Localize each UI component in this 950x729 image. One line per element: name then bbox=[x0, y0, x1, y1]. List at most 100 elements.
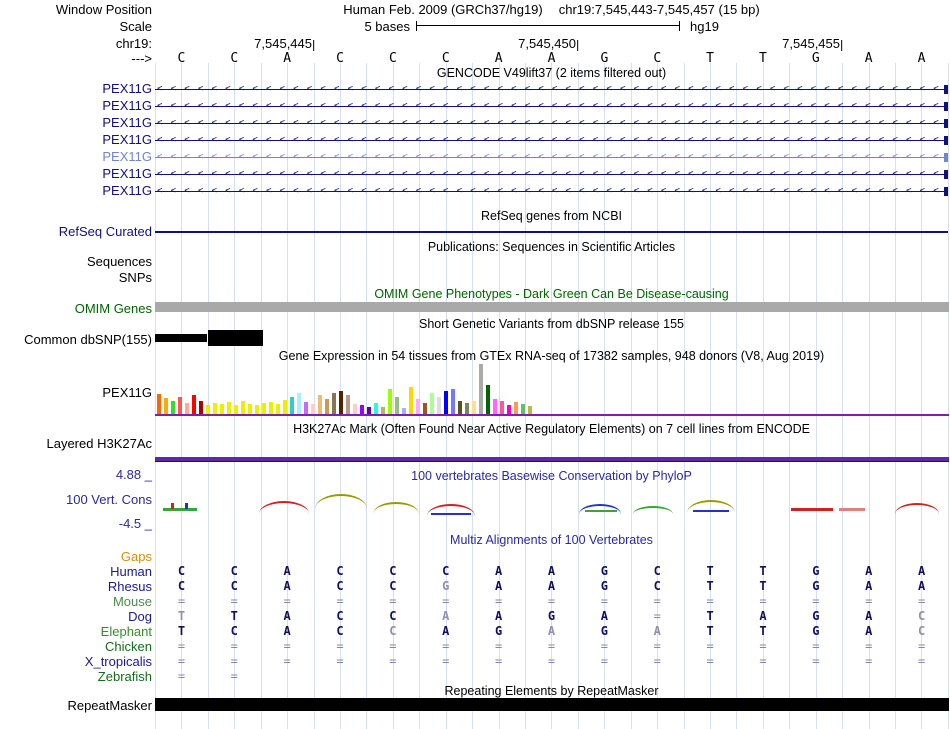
aligned-base[interactable]: C bbox=[177, 564, 186, 578]
gtex-tissue-bar[interactable] bbox=[479, 364, 483, 414]
dbsnp-track-title[interactable]: Short Genetic Variants from dbSNP releas… bbox=[419, 317, 684, 331]
aligned-base[interactable]: C bbox=[917, 609, 926, 623]
gtex-tissue-bar[interactable] bbox=[213, 403, 217, 414]
refseq-curated-label[interactable]: RefSeq Curated bbox=[58, 224, 152, 239]
gencode-transcript-line[interactable]: <<<<<<<<<<<<<<<<<<<<<<<<<<<<<<<<<<<<<<<<… bbox=[155, 81, 948, 97]
aligned-base[interactable]: T bbox=[177, 624, 186, 638]
aligned-base[interactable] bbox=[737, 549, 790, 564]
aligned-base[interactable]: = bbox=[759, 594, 767, 608]
gencode-transcript-label[interactable]: PEX11G bbox=[102, 115, 152, 130]
aligned-base[interactable] bbox=[261, 549, 314, 564]
gencode-transcript-line[interactable]: <<<<<<<<<<<<<<<<<<<<<<<<<<<<<<<<<<<<<<<<… bbox=[155, 166, 948, 182]
common-dbsnp-label[interactable]: Common dbSNP(155) bbox=[24, 332, 152, 347]
gencode-transcript-row[interactable]: PEX11G <<<<<<<<<<<<<<<<<<<<<<<<<<<<<<<<<<… bbox=[0, 81, 950, 97]
gtex-tissue-bar[interactable] bbox=[325, 399, 329, 414]
gtex-tissue-bar[interactable] bbox=[388, 389, 392, 414]
aligned-base[interactable]: A bbox=[600, 609, 608, 623]
alignment-species-row[interactable]: Elephant T C A C C A G A G A T T G A C bbox=[0, 624, 950, 639]
gtex-tissue-bar[interactable] bbox=[465, 403, 469, 414]
aligned-base[interactable]: A bbox=[865, 609, 873, 623]
gtex-tissue-bar[interactable] bbox=[395, 397, 399, 414]
aligned-base[interactable] bbox=[737, 669, 790, 684]
gtex-tissue-bar[interactable] bbox=[472, 401, 476, 414]
aligned-base[interactable]: = bbox=[283, 594, 291, 608]
gtex-tissue-bar[interactable] bbox=[507, 405, 511, 414]
aligned-base[interactable]: T bbox=[706, 624, 714, 638]
aligned-base[interactable]: A bbox=[917, 564, 926, 578]
species-label[interactable]: Gaps bbox=[120, 549, 152, 564]
species-label[interactable]: Zebrafish bbox=[97, 669, 152, 684]
gencode-transcript-line[interactable]: <<<<<<<<<<<<<<<<<<<<<<<<<<<<<<<<<<<<<<<<… bbox=[155, 98, 948, 114]
aligned-base[interactable]: = bbox=[336, 654, 344, 668]
aligned-base[interactable]: = bbox=[812, 639, 820, 653]
aligned-base[interactable]: = bbox=[230, 669, 238, 683]
aligned-base[interactable] bbox=[314, 669, 367, 684]
aligned-base[interactable]: = bbox=[812, 594, 820, 608]
aligned-base[interactable]: A bbox=[547, 579, 556, 593]
aligned-base[interactable]: A bbox=[865, 564, 873, 578]
gtex-tissue-bar[interactable] bbox=[486, 385, 490, 414]
aligned-base[interactable] bbox=[578, 669, 631, 684]
alignment-species-row[interactable]: Mouse = = = = = = = = = = = = = = = bbox=[0, 594, 950, 609]
aligned-base[interactable]: C bbox=[389, 624, 397, 638]
aligned-base[interactable]: A bbox=[283, 609, 291, 623]
gencode-transcript-row[interactable]: PEX11G <<<<<<<<<<<<<<<<<<<<<<<<<<<<<<<<<<… bbox=[0, 115, 950, 131]
repeatmasker-label[interactable]: RepeatMasker bbox=[67, 698, 152, 713]
aligned-base[interactable]: T bbox=[177, 609, 186, 623]
gtex-tissue-bar[interactable] bbox=[528, 406, 532, 414]
aligned-base[interactable] bbox=[366, 669, 419, 684]
aligned-base[interactable]: T bbox=[759, 564, 767, 578]
gtex-tissue-bar[interactable] bbox=[206, 405, 210, 414]
aligned-base[interactable]: C bbox=[177, 579, 186, 593]
aligned-base[interactable]: G bbox=[600, 564, 608, 578]
gtex-tissue-bar[interactable] bbox=[241, 401, 245, 414]
aligned-base[interactable]: = bbox=[653, 594, 661, 608]
species-label[interactable]: Rhesus bbox=[107, 579, 152, 594]
aligned-base[interactable] bbox=[684, 669, 737, 684]
phylop-wiggle[interactable] bbox=[155, 482, 948, 528]
aligned-base[interactable]: A bbox=[283, 564, 291, 578]
aligned-base[interactable]: T bbox=[706, 609, 714, 623]
aligned-base[interactable]: G bbox=[495, 624, 503, 638]
gencode-transcript-row[interactable]: PEX11G <<<<<<<<<<<<<<<<<<<<<<<<<<<<<<<<<<… bbox=[0, 132, 950, 148]
gencode-transcript-label[interactable]: PEX11G bbox=[102, 81, 152, 96]
gencode-track-title[interactable]: GENCODE V49lift37 (2 items filtered out) bbox=[436, 66, 667, 80]
gtex-tissue-bar[interactable] bbox=[514, 402, 518, 414]
gencode-transcript-row[interactable]: PEX11G <<<<<<<<<<<<<<<<<<<<<<<<<<<<<<<<<<… bbox=[0, 98, 950, 114]
gtex-tissue-bar[interactable] bbox=[416, 399, 420, 414]
gtex-tissue-bar[interactable] bbox=[458, 401, 462, 414]
aligned-base[interactable] bbox=[208, 549, 261, 564]
species-label[interactable]: Elephant bbox=[100, 624, 152, 639]
aligned-base[interactable]: A bbox=[495, 579, 503, 593]
aligned-base[interactable]: C bbox=[917, 624, 926, 638]
aligned-base[interactable]: A bbox=[917, 579, 926, 593]
multiz-track-title[interactable]: Multiz Alignments of 100 Vertebrates bbox=[450, 533, 653, 547]
aligned-base[interactable]: C bbox=[442, 564, 450, 578]
aligned-base[interactable]: A bbox=[865, 579, 873, 593]
omim-genes-label[interactable]: OMIM Genes bbox=[74, 301, 152, 316]
aligned-base[interactable]: C bbox=[336, 624, 344, 638]
aligned-base[interactable]: T bbox=[706, 564, 714, 578]
aligned-base[interactable]: T bbox=[759, 579, 767, 593]
aligned-base[interactable]: C bbox=[336, 609, 344, 623]
species-label[interactable]: X_tropicalis bbox=[84, 654, 152, 669]
aligned-base[interactable]: = bbox=[495, 654, 503, 668]
aligned-base[interactable]: = bbox=[653, 609, 661, 623]
aligned-base[interactable]: = bbox=[917, 594, 926, 608]
aligned-base[interactable] bbox=[261, 669, 314, 684]
aligned-base[interactable]: C bbox=[389, 579, 397, 593]
aligned-base[interactable]: G bbox=[600, 579, 608, 593]
aligned-base[interactable]: = bbox=[230, 654, 238, 668]
aligned-base[interactable]: T bbox=[759, 624, 767, 638]
aligned-base[interactable]: = bbox=[230, 639, 238, 653]
gtex-expression-bars[interactable] bbox=[157, 364, 757, 414]
gtex-tissue-bar[interactable] bbox=[227, 402, 231, 414]
snps-label[interactable]: SNPs bbox=[118, 270, 152, 285]
aligned-base[interactable]: A bbox=[653, 624, 661, 638]
gtex-tissue-bar[interactable] bbox=[346, 395, 350, 414]
aligned-base[interactable]: = bbox=[230, 594, 238, 608]
gtex-tissue-bar[interactable] bbox=[269, 402, 273, 414]
aligned-base[interactable]: = bbox=[759, 654, 767, 668]
aligned-base[interactable]: C bbox=[389, 564, 397, 578]
aligned-base[interactable]: C bbox=[230, 564, 238, 578]
